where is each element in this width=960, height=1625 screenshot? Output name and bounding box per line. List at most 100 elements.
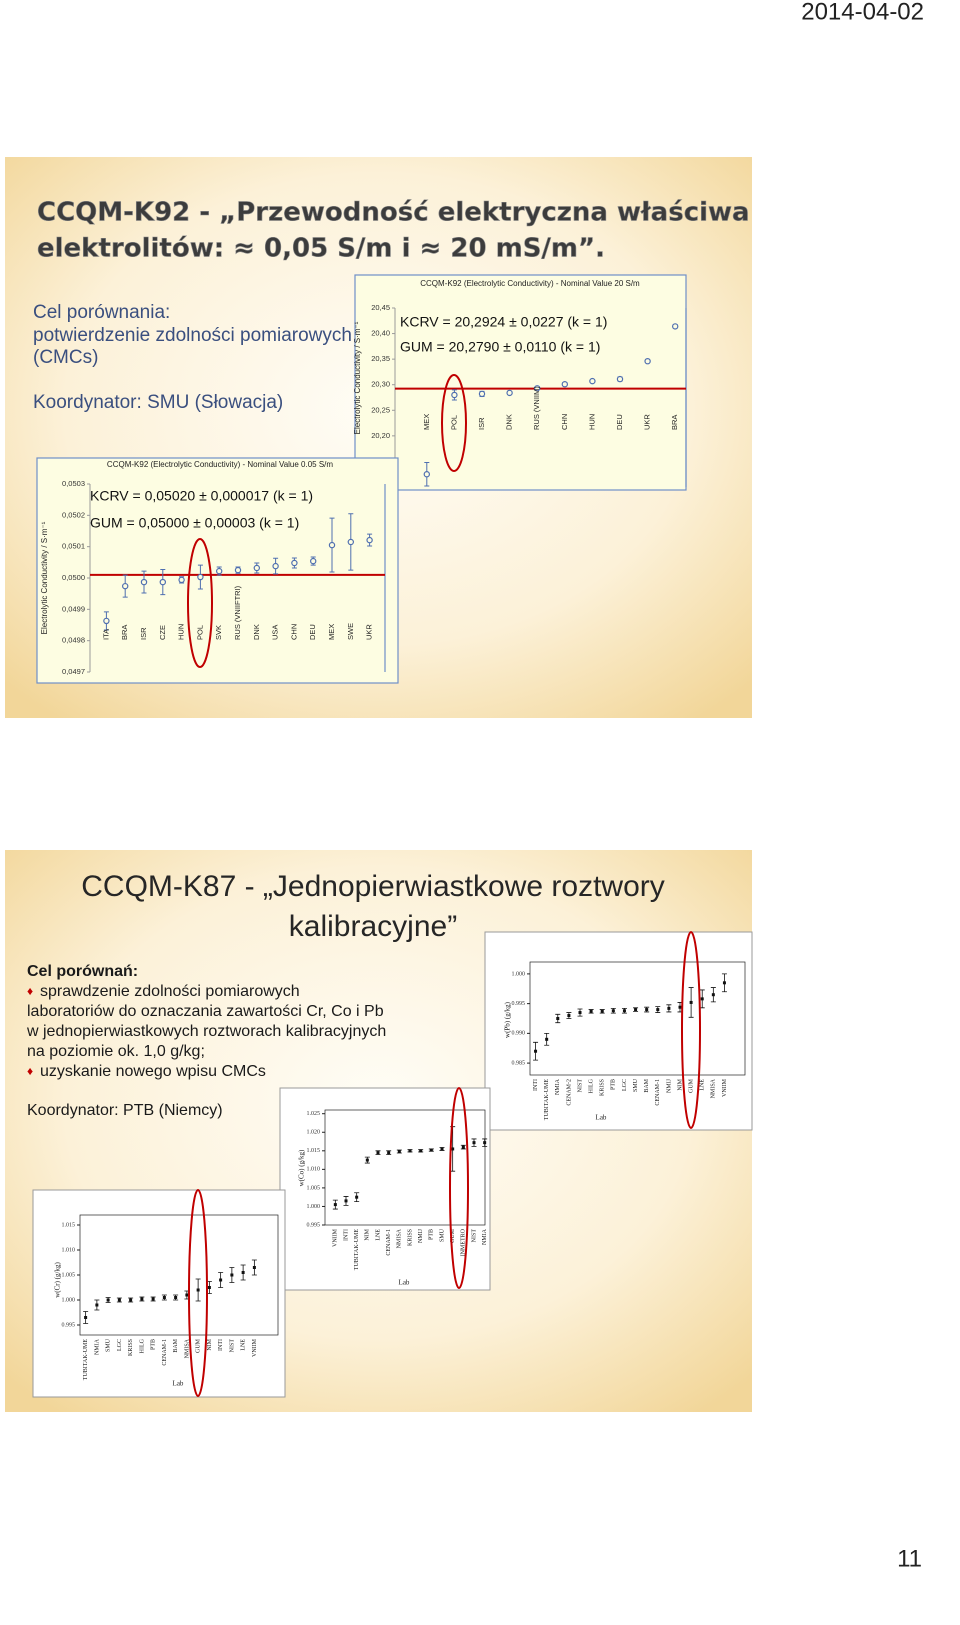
highlight-ellipse (188, 1189, 208, 1397)
category-label: NIM (365, 1228, 371, 1240)
marker (387, 1151, 391, 1155)
y-tick-label: 0.990 (512, 1031, 526, 1037)
marker (103, 617, 110, 625)
y-tick-label: 0,0502 (62, 510, 85, 519)
y-tick-label: 0,0497 (62, 667, 85, 676)
category-label: HILG (139, 1338, 145, 1353)
y-tick-label: 0,0500 (62, 573, 85, 582)
slide-title: CCQM-K92 - „Przewodność elektryczna właś… (37, 198, 750, 228)
marker (506, 389, 513, 397)
marker (197, 573, 204, 581)
marker (355, 1195, 359, 1199)
slide-title: elektrolitów: ≈ 0,05 S/m i ≈ 20 mS/m”. (37, 234, 605, 264)
chart-frame (279, 1087, 491, 1291)
category-label: KRISS (128, 1339, 134, 1356)
marker (272, 562, 279, 570)
chart-frame (354, 274, 687, 491)
category-label: NIM (207, 1338, 213, 1350)
category-label: PTB (611, 1079, 617, 1090)
marker (230, 1273, 234, 1277)
category-label: NIST (471, 1229, 477, 1243)
category-label: SVK (214, 625, 223, 640)
marker (472, 1141, 476, 1145)
page-number: 11 (897, 1545, 922, 1572)
marker (95, 1303, 99, 1307)
category-label: CENAM-1 (655, 1079, 661, 1106)
marker (478, 390, 486, 398)
marker (344, 1199, 348, 1203)
slide-text: potwierdzenie zdolności pomiarowych (33, 325, 352, 346)
category-label: USA (271, 625, 280, 640)
y-tick-label: 0.995 (512, 1001, 526, 1007)
marker (672, 323, 679, 330)
y-tick-label: 1.005 (307, 1185, 321, 1191)
category-label: BAM (644, 1078, 650, 1092)
marker (151, 1297, 155, 1301)
category-label: BRA (120, 625, 129, 640)
category-label: SMU (439, 1228, 445, 1242)
slide-text: Koordynator: PTB (Niemcy) (27, 1102, 223, 1119)
marker (419, 1149, 423, 1153)
category-label: GUM (196, 1338, 202, 1353)
plot-box (324, 1109, 486, 1226)
category-label: INTI (343, 1229, 349, 1241)
marker (140, 578, 148, 586)
marker (333, 1203, 337, 1207)
category-label: PTB (151, 1339, 157, 1350)
marker (578, 1011, 582, 1015)
marker (622, 1009, 626, 1013)
y-tick-label: 20,40 (371, 329, 390, 338)
y-tick-label: 1.015 (62, 1222, 76, 1228)
y-axis-label: w(Co) (g/kg) (298, 1149, 306, 1186)
category-label: RUS (VNIIFTRI) (233, 585, 242, 640)
category-label: PTB (429, 1229, 435, 1240)
marker (196, 1288, 200, 1292)
category-label: POL (449, 415, 458, 430)
marker (667, 1006, 671, 1010)
marker (347, 538, 354, 546)
category-label: HUN (587, 414, 596, 430)
highlight-ellipse (441, 374, 467, 472)
category-label: NMIA (94, 1338, 100, 1355)
chart-image: 0.995 1.000 1.005 1.010 1.015 TUBITAK-UME NMIA… (32, 1189, 286, 1398)
marker (408, 1149, 412, 1153)
category-label: TUBITAK-UME (544, 1079, 550, 1121)
category-label: CHN (560, 414, 569, 430)
category-label: DNK (505, 414, 514, 430)
chart-title: CCQM-K92 (Electrolytic Conductivity) - N… (420, 279, 640, 288)
category-label: NMIJ (666, 1078, 672, 1093)
annotation: KCRV = 20,2924 ± 0,0227 (k = 1) (400, 314, 607, 330)
marker (534, 1049, 538, 1053)
category-label: CENAM-1 (162, 1339, 168, 1366)
chart: 20,1020,1520,2020,2520,3020,3520,4020,45… (353, 274, 687, 491)
category-label: VNIIM (333, 1228, 339, 1247)
category-label: GUM (450, 1228, 456, 1243)
chart: 0,0497 0,0498 0,0499 0,0500 0,0501 0,0502 0,05… (36, 457, 399, 684)
slide-title: kalibracyjne” (289, 910, 457, 943)
marker (219, 1278, 223, 1282)
marker (711, 993, 715, 997)
marker (241, 1271, 245, 1274)
category-label: DEU (615, 414, 624, 430)
bullet: ♦ (27, 1064, 33, 1078)
category-label: ISR (477, 417, 486, 430)
y-tick-label: 0,0501 (62, 542, 85, 551)
category-label: VNIIM (252, 1338, 258, 1357)
marker (106, 1298, 110, 1302)
y-tick-label: 20,20 (371, 431, 390, 440)
category-label: UKR (365, 624, 374, 640)
marker (534, 385, 541, 392)
x-axis-label: Lab (596, 1114, 607, 1122)
y-tick-label: 1.020 (307, 1130, 321, 1136)
category-label: LGC (622, 1079, 628, 1091)
marker (689, 1000, 693, 1004)
marker (483, 1141, 487, 1145)
marker (84, 1316, 88, 1319)
annotation: KCRV = 0,05020 ± 0,000017 (k = 1) (90, 488, 313, 504)
category-label: NMISA (711, 1078, 717, 1098)
marker (185, 1293, 189, 1297)
y-tick-label: 0.995 (62, 1322, 76, 1328)
y-tick-label: 1.025 (307, 1111, 321, 1117)
category-label: NMIJ (418, 1228, 424, 1243)
marker (162, 1296, 166, 1299)
